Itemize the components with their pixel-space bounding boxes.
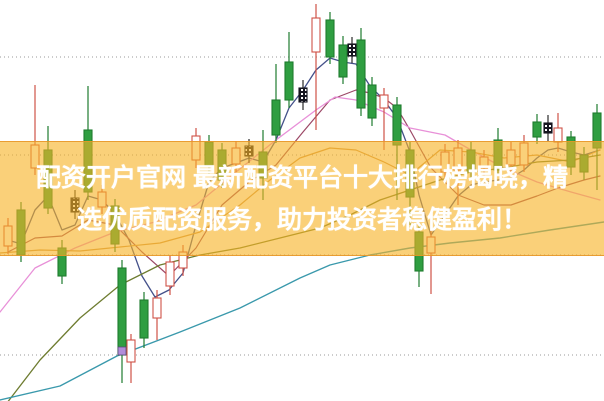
- candle-down: [271, 64, 281, 143]
- candle-body: [311, 17, 321, 53]
- candle-pattern: [543, 115, 553, 141]
- candle-body: [532, 121, 542, 138]
- promo-banner: 配资开户官网 最新配资平台十大排行榜揭晓，精 选优质配资服务，助力投资者稳健盈利…: [0, 141, 604, 256]
- candle-up: [152, 290, 162, 340]
- candle-up: [379, 88, 389, 150]
- candle-up: [126, 334, 136, 383]
- candle-body: [543, 122, 553, 134]
- candle-down: [338, 36, 348, 84]
- candle-body: [338, 44, 348, 78]
- candle-body: [271, 99, 281, 136]
- candle-body: [356, 39, 366, 109]
- candle-down: [325, 12, 335, 64]
- candle-down: [284, 32, 294, 108]
- candle-body: [347, 43, 357, 57]
- candle-down: [532, 114, 542, 144]
- promo-banner-line1: 配资开户官网 最新配资平台十大排行榜揭晓，精: [36, 163, 568, 192]
- candle-pattern: [347, 37, 357, 63]
- candle-body: [165, 261, 175, 287]
- promo-banner-line2: 选优质配资服务，助力投资者稳健盈利！: [76, 205, 527, 234]
- candle-body: [392, 104, 402, 146]
- candle-up: [165, 255, 175, 295]
- candle-body: [379, 94, 389, 109]
- candle-body: [152, 297, 162, 319]
- candle-body: [367, 84, 377, 119]
- candle-down: [356, 28, 366, 116]
- candle-down: [367, 77, 377, 126]
- candle-body: [117, 267, 127, 356]
- candle-body: [553, 127, 563, 143]
- candle-down: [117, 260, 127, 383]
- candle-body: [298, 87, 308, 103]
- candle-up: [311, 4, 321, 130]
- candle-body: [126, 339, 136, 363]
- candle-body: [325, 19, 335, 58]
- candle-pattern: [298, 80, 308, 110]
- candle-body: [284, 61, 294, 101]
- candle-marker-cap: [117, 346, 127, 356]
- candle-down: [139, 292, 149, 348]
- candle-body: [139, 299, 149, 339]
